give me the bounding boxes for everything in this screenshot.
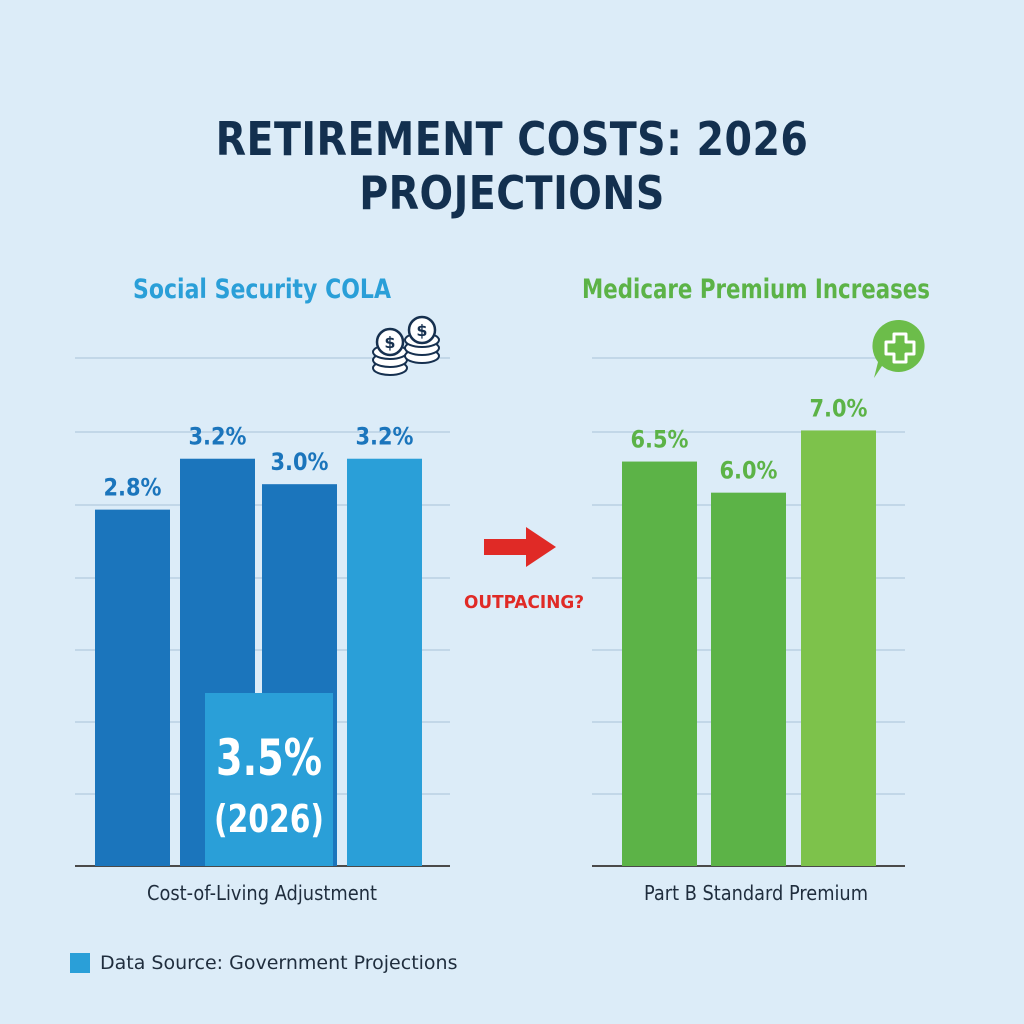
data-label-3: 3.0%: [271, 448, 329, 476]
legend: Data Source: Government Projections: [70, 952, 457, 974]
x-axis-label: Cost-of-Living Adjustment: [147, 881, 377, 905]
bar-4: [347, 458, 422, 866]
data-label-4: 3.2%: [356, 423, 414, 451]
social-security-cola-chart: Social Security COLA 2.8% 3.2% 3.0% 3.2% Cost…: [75, 274, 450, 905]
x-axis-label: Part B Standard Premium: [644, 881, 868, 905]
medical-cross: [884, 332, 916, 364]
data-label-1: 2.8%: [104, 474, 162, 502]
chart-title: Social Security COLA: [133, 274, 391, 305]
legend-label: Data Source: Government Projections: [100, 952, 458, 974]
outpacing-connector: OUTPACING?: [464, 527, 584, 613]
data-label-2: 6.0%: [720, 457, 778, 485]
data-label-2: 3.2%: [189, 423, 247, 451]
coin-face: [375, 327, 405, 357]
dollar-sign: $: [416, 321, 427, 340]
page-title: RETIREMENT COSTS: 2026 PROJECTIONS: [215, 112, 809, 220]
bar-1: [95, 509, 170, 866]
medical-cross-bubble-icon: [872, 319, 925, 378]
bar-1: [622, 461, 697, 866]
legend-swatch: [70, 953, 90, 973]
annotation-year: (2026): [214, 797, 324, 841]
data-label-1: 6.5%: [631, 426, 689, 454]
speech-bubble: [872, 319, 925, 378]
medicare-premium-chart: Medicare Premium Increases 6.5% 6.0% 7.0% Pa…: [582, 274, 930, 905]
bar-3: [801, 430, 876, 866]
connector-label: OUTPACING?: [464, 592, 584, 613]
chart-title: Medicare Premium Increases: [582, 274, 930, 305]
coin-face: [407, 315, 437, 345]
arrow-right-icon: [484, 527, 556, 567]
data-label-3: 7.0%: [810, 394, 868, 422]
annotation-box: [205, 693, 333, 866]
stacked-coins-icon: $$: [372, 315, 440, 376]
bar-2: [711, 492, 786, 866]
annotation-value: 3.5%: [216, 729, 322, 787]
dollar-sign: $: [384, 333, 395, 352]
